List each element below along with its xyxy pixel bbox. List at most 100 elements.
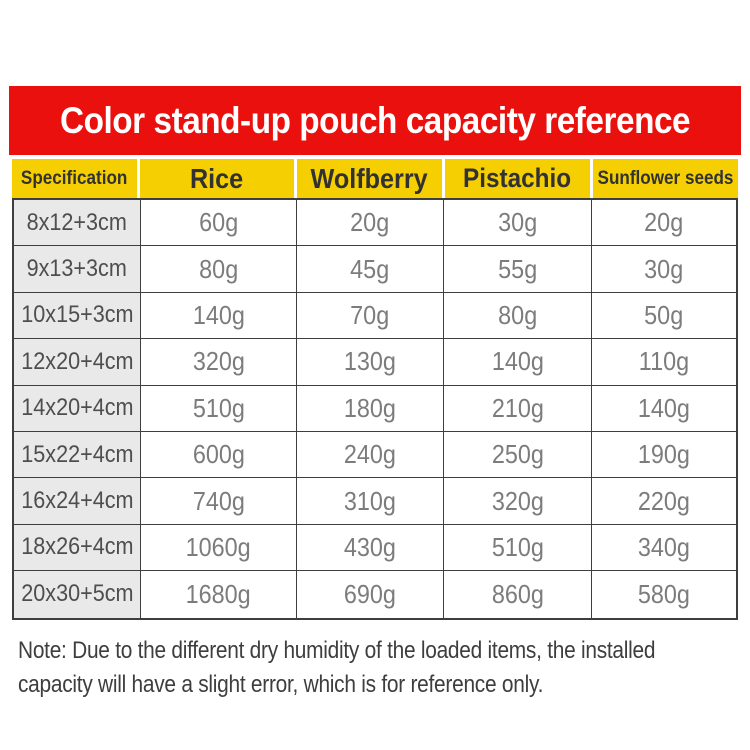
value-cell: 510g xyxy=(141,385,297,432)
value-text: 320g xyxy=(192,346,245,377)
value-text: 60g xyxy=(198,207,239,238)
column-header-label: Pistachio xyxy=(463,163,572,193)
value-cell: 310g xyxy=(297,478,445,525)
value-text: 140g xyxy=(491,346,544,377)
footnote: Note: Due to the different dry humidity … xyxy=(18,634,742,702)
spec-cell: 20x30+5cm xyxy=(14,571,142,618)
column-header-label: Wolfberry xyxy=(310,162,428,194)
spec-text: 16x24+4cm xyxy=(20,487,134,515)
spec-text: 18x26+4cm xyxy=(20,533,134,561)
spec-text: 10x15+3cm xyxy=(20,301,134,329)
page-title: Color stand-up pouch capacity reference xyxy=(59,99,691,141)
value-text: 110g xyxy=(638,346,689,377)
column-header-sunflower-seeds: Sunflower seeds xyxy=(592,159,738,198)
value-cell: 220g xyxy=(591,478,736,525)
spec-cell: 12x20+4cm xyxy=(14,339,142,386)
value-text: 320g xyxy=(491,485,544,516)
value-text: 30g xyxy=(497,207,537,238)
value-cell: 30g xyxy=(444,200,592,247)
value-cell: 80g xyxy=(444,292,592,340)
value-text: 80g xyxy=(497,299,537,330)
value-cell: 50g xyxy=(591,292,736,340)
value-cell: 55g xyxy=(444,246,592,293)
value-cell: 20g xyxy=(297,200,445,247)
column-header-pistachio: Pistachio xyxy=(444,159,593,198)
value-text: 240g xyxy=(344,439,397,470)
value-cell: 140g xyxy=(591,385,736,432)
spec-cell: 10x15+3cm xyxy=(14,292,142,340)
spec-text: 14x20+4cm xyxy=(20,394,134,422)
value-text: 210g xyxy=(491,392,544,423)
value-cell: 240g xyxy=(297,431,445,479)
value-cell: 30g xyxy=(591,246,736,293)
value-text: 140g xyxy=(192,299,245,330)
column-header-label: Rice xyxy=(190,162,244,194)
spec-cell: 15x22+4cm xyxy=(14,431,142,479)
value-text: 690g xyxy=(344,578,397,609)
value-text: 80g xyxy=(198,253,239,284)
value-cell: 320g xyxy=(444,478,592,525)
value-text: 1680g xyxy=(185,578,252,609)
table-header-row: Specification Rice Wolfberry Pistachio S… xyxy=(12,159,738,198)
value-text: 20g xyxy=(350,207,390,238)
value-text: 45g xyxy=(350,253,390,284)
value-text: 30g xyxy=(644,253,684,284)
spec-cell: 18x26+4cm xyxy=(14,524,142,572)
value-cell: 1060g xyxy=(141,524,297,572)
spec-text: 12x20+4cm xyxy=(20,347,134,375)
value-text: 600g xyxy=(192,439,245,470)
spec-cell: 8x12+3cm xyxy=(14,200,142,247)
value-cell: 740g xyxy=(141,478,297,525)
value-cell: 320g xyxy=(141,339,297,386)
value-text: 20g xyxy=(644,207,684,238)
title-banner: Color stand-up pouch capacity reference xyxy=(9,86,741,155)
value-text: 130g xyxy=(344,346,397,377)
column-header-wolfberry: Wolfberry xyxy=(296,159,445,198)
column-header-label: Sunflower seeds xyxy=(597,167,734,189)
spec-text: 8x12+3cm xyxy=(26,208,128,236)
value-text: 1060g xyxy=(185,531,252,562)
value-cell: 130g xyxy=(297,339,445,386)
value-cell: 20g xyxy=(591,200,736,247)
value-text: 220g xyxy=(637,485,690,516)
value-text: 510g xyxy=(491,531,544,562)
footnote-line-2: capacity will have a slight error, which… xyxy=(18,671,544,698)
value-text: 140g xyxy=(637,392,690,423)
value-cell: 340g xyxy=(591,524,736,572)
value-text: 340g xyxy=(637,531,690,562)
value-text: 55g xyxy=(497,253,537,284)
value-cell: 45g xyxy=(297,246,445,293)
value-cell: 600g xyxy=(141,431,297,479)
value-cell: 690g xyxy=(297,571,445,618)
value-cell: 70g xyxy=(297,292,445,340)
value-text: 190g xyxy=(637,439,690,470)
value-cell: 860g xyxy=(444,571,592,618)
value-cell: 430g xyxy=(297,524,445,572)
value-text: 250g xyxy=(491,439,544,470)
value-text: 50g xyxy=(644,299,684,330)
value-cell: 60g xyxy=(141,200,297,247)
value-cell: 250g xyxy=(444,431,592,479)
value-text: 180g xyxy=(344,392,397,423)
value-cell: 140g xyxy=(141,292,297,340)
capacity-table: 8x12+3cm 60g 20g 30g 20g 9x13+3cm 80g 45… xyxy=(12,198,738,620)
value-cell: 80g xyxy=(141,246,297,293)
value-text: 740g xyxy=(192,485,245,516)
column-header-specification: Specification xyxy=(12,159,140,198)
spec-text: 20x30+5cm xyxy=(20,580,134,608)
value-text: 860g xyxy=(491,578,544,609)
spec-cell: 16x24+4cm xyxy=(14,478,142,525)
spec-text: 15x22+4cm xyxy=(20,440,134,468)
value-cell: 510g xyxy=(444,524,592,572)
value-text: 70g xyxy=(350,299,390,330)
spec-cell: 9x13+3cm xyxy=(14,246,142,293)
value-cell: 190g xyxy=(591,431,736,479)
value-text: 580g xyxy=(637,578,690,609)
spec-cell: 14x20+4cm xyxy=(14,385,142,432)
value-cell: 180g xyxy=(297,385,445,432)
column-header-rice: Rice xyxy=(139,159,297,198)
footnote-line-1: Note: Due to the different dry humidity … xyxy=(18,637,656,664)
spec-text: 9x13+3cm xyxy=(26,255,128,283)
value-text: 430g xyxy=(344,531,397,562)
